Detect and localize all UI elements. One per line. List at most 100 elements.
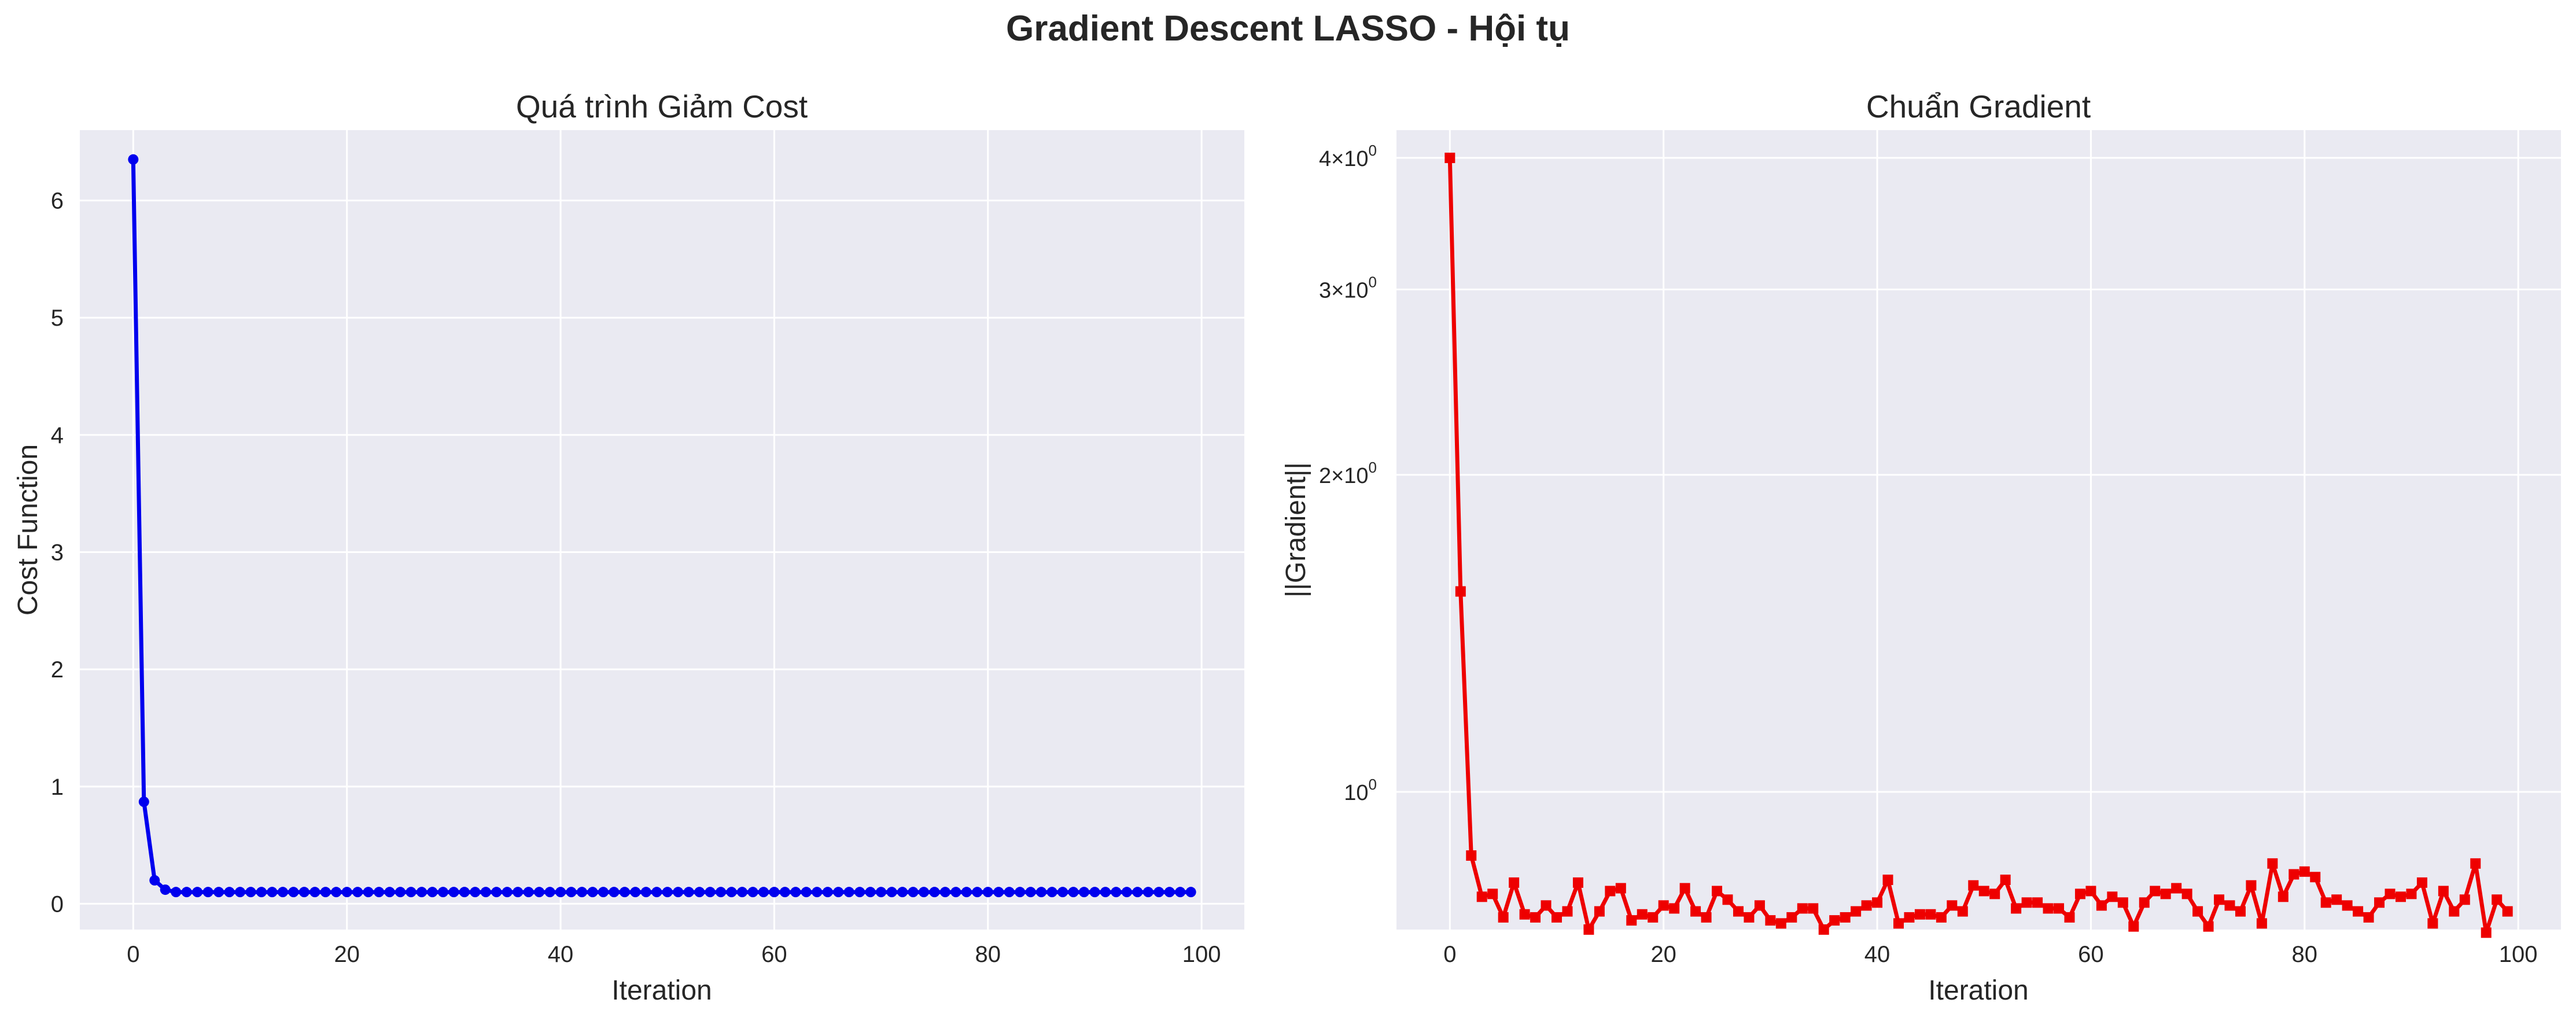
cost-data-point xyxy=(747,887,758,898)
cost-data-point xyxy=(513,887,524,898)
gradient-data-point xyxy=(2011,903,2022,914)
cost-x-tick-label: 20 xyxy=(334,942,360,967)
gradient-data-point xyxy=(1552,912,1562,923)
gradient-data-point xyxy=(2385,888,2396,899)
gradient-data-point xyxy=(1498,912,1509,923)
gradient-data-point xyxy=(1626,915,1637,926)
figure-suptitle: Gradient Descent LASSO - Hội tụ xyxy=(1006,9,1570,49)
gradient-data-point xyxy=(2224,900,2235,911)
cost-data-point xyxy=(320,887,331,898)
cost-data-point xyxy=(587,887,598,898)
cost-data-point xyxy=(1015,887,1026,898)
gradient-data-point xyxy=(1594,906,1605,917)
gradient-data-point xyxy=(1840,912,1851,923)
cost-data-point xyxy=(1111,887,1122,898)
cost-data-point xyxy=(854,887,865,898)
gradient-x-tick-label: 40 xyxy=(1864,942,1890,967)
gradient-data-point xyxy=(2427,918,2438,929)
cost-data-point xyxy=(267,887,278,898)
gradient-data-point xyxy=(1968,880,1979,891)
cost-data-point xyxy=(609,887,620,898)
cost-data-point xyxy=(1143,887,1154,898)
cost-data-point xyxy=(459,887,470,898)
cost-data-point xyxy=(309,887,320,898)
cost-series-markers xyxy=(128,154,1196,898)
cost-data-point xyxy=(1078,887,1089,898)
cost-data-point xyxy=(972,887,983,898)
cost-data-point xyxy=(1036,887,1047,898)
cost-data-point xyxy=(662,887,673,898)
gradient-data-point xyxy=(1444,152,1455,163)
cost-data-point xyxy=(1154,887,1164,898)
gradient-data-point xyxy=(2406,888,2417,899)
cost-data-point xyxy=(384,887,395,898)
cost-data-point xyxy=(812,887,823,898)
cost-data-point xyxy=(224,887,235,898)
cost-data-point xyxy=(939,887,950,898)
gradient-y-axis-label: ||Gradient|| xyxy=(1281,462,1311,598)
cost-data-point xyxy=(555,887,566,898)
gradient-data-point xyxy=(1893,918,1904,929)
cost-data-point xyxy=(502,887,513,898)
gradient-data-point xyxy=(2000,875,2011,886)
gradient-data-point xyxy=(1936,912,1947,923)
gradient-data-point xyxy=(1818,924,1829,935)
cost-data-point xyxy=(138,797,149,808)
gradient-data-point xyxy=(2085,886,2096,897)
cost-data-point xyxy=(235,887,246,898)
cost-data-point xyxy=(630,887,641,898)
gradient-data-point xyxy=(1466,850,1477,861)
gradient-data-point xyxy=(2021,897,2032,908)
gradient-data-point xyxy=(2214,894,2225,905)
cost-data-point xyxy=(908,887,919,898)
gradient-x-gridlines xyxy=(1449,130,2519,930)
cost-data-point xyxy=(918,887,929,898)
gradient-data-point xyxy=(1583,924,1594,935)
cost-data-point xyxy=(1175,887,1186,898)
cost-x-tick-labels: 0 20 40 60 80 100 xyxy=(127,942,1221,967)
gradient-data-point xyxy=(1722,894,1733,905)
cost-data-point xyxy=(192,887,203,898)
cost-data-point xyxy=(363,887,374,898)
gradient-data-point xyxy=(2043,903,2054,914)
gradient-data-point xyxy=(1519,909,1530,920)
cost-data-point xyxy=(213,887,224,898)
cost-x-axis-label: Iteration xyxy=(611,975,712,1006)
cost-data-point xyxy=(1121,887,1132,898)
gradient-data-point xyxy=(1786,912,1797,923)
gradient-data-point xyxy=(1882,875,1893,886)
cost-data-point xyxy=(256,887,267,898)
cost-chart-panel: 0 20 40 60 80 100 0 1 2 3 4 5 6 Quá trình Giảm Cost… xyxy=(13,89,1244,1006)
gradient-data-point xyxy=(1733,906,1744,917)
cost-data-point xyxy=(865,887,876,898)
gradient-data-point xyxy=(1765,915,1776,926)
cost-data-point xyxy=(437,887,448,898)
cost-data-point xyxy=(886,887,897,898)
cost-data-point xyxy=(683,887,694,898)
cost-data-point xyxy=(576,887,587,898)
gradient-data-point xyxy=(2502,906,2513,917)
gradient-data-point xyxy=(1861,900,1872,911)
gradient-x-tick-label: 0 xyxy=(1443,942,1456,967)
cost-x-tick-label: 80 xyxy=(975,942,1001,967)
gradient-data-point xyxy=(2320,897,2331,908)
gradient-data-point xyxy=(1669,903,1680,914)
gradient-data-point xyxy=(2331,894,2342,905)
cost-data-point xyxy=(534,887,545,898)
gradient-data-point xyxy=(2288,869,2299,880)
cost-data-point xyxy=(181,887,192,898)
gradient-data-point xyxy=(1775,918,1786,929)
gradient-data-point xyxy=(2032,897,2043,908)
gradient-data-point xyxy=(1925,909,1936,920)
cost-y-tick-label: 4 xyxy=(51,423,64,448)
gradient-data-point xyxy=(2054,903,2065,914)
cost-x-tick-label: 100 xyxy=(1182,942,1221,967)
gradient-y-tick-label: 4×100 xyxy=(1319,142,1377,171)
gradient-y-tick-label: 3×100 xyxy=(1319,273,1377,303)
cost-data-point xyxy=(523,887,534,898)
gradient-data-point xyxy=(2310,872,2321,883)
cost-y-tick-label: 0 xyxy=(51,891,64,917)
gradient-data-point xyxy=(2074,888,2085,899)
gradient-data-point xyxy=(1637,909,1648,920)
